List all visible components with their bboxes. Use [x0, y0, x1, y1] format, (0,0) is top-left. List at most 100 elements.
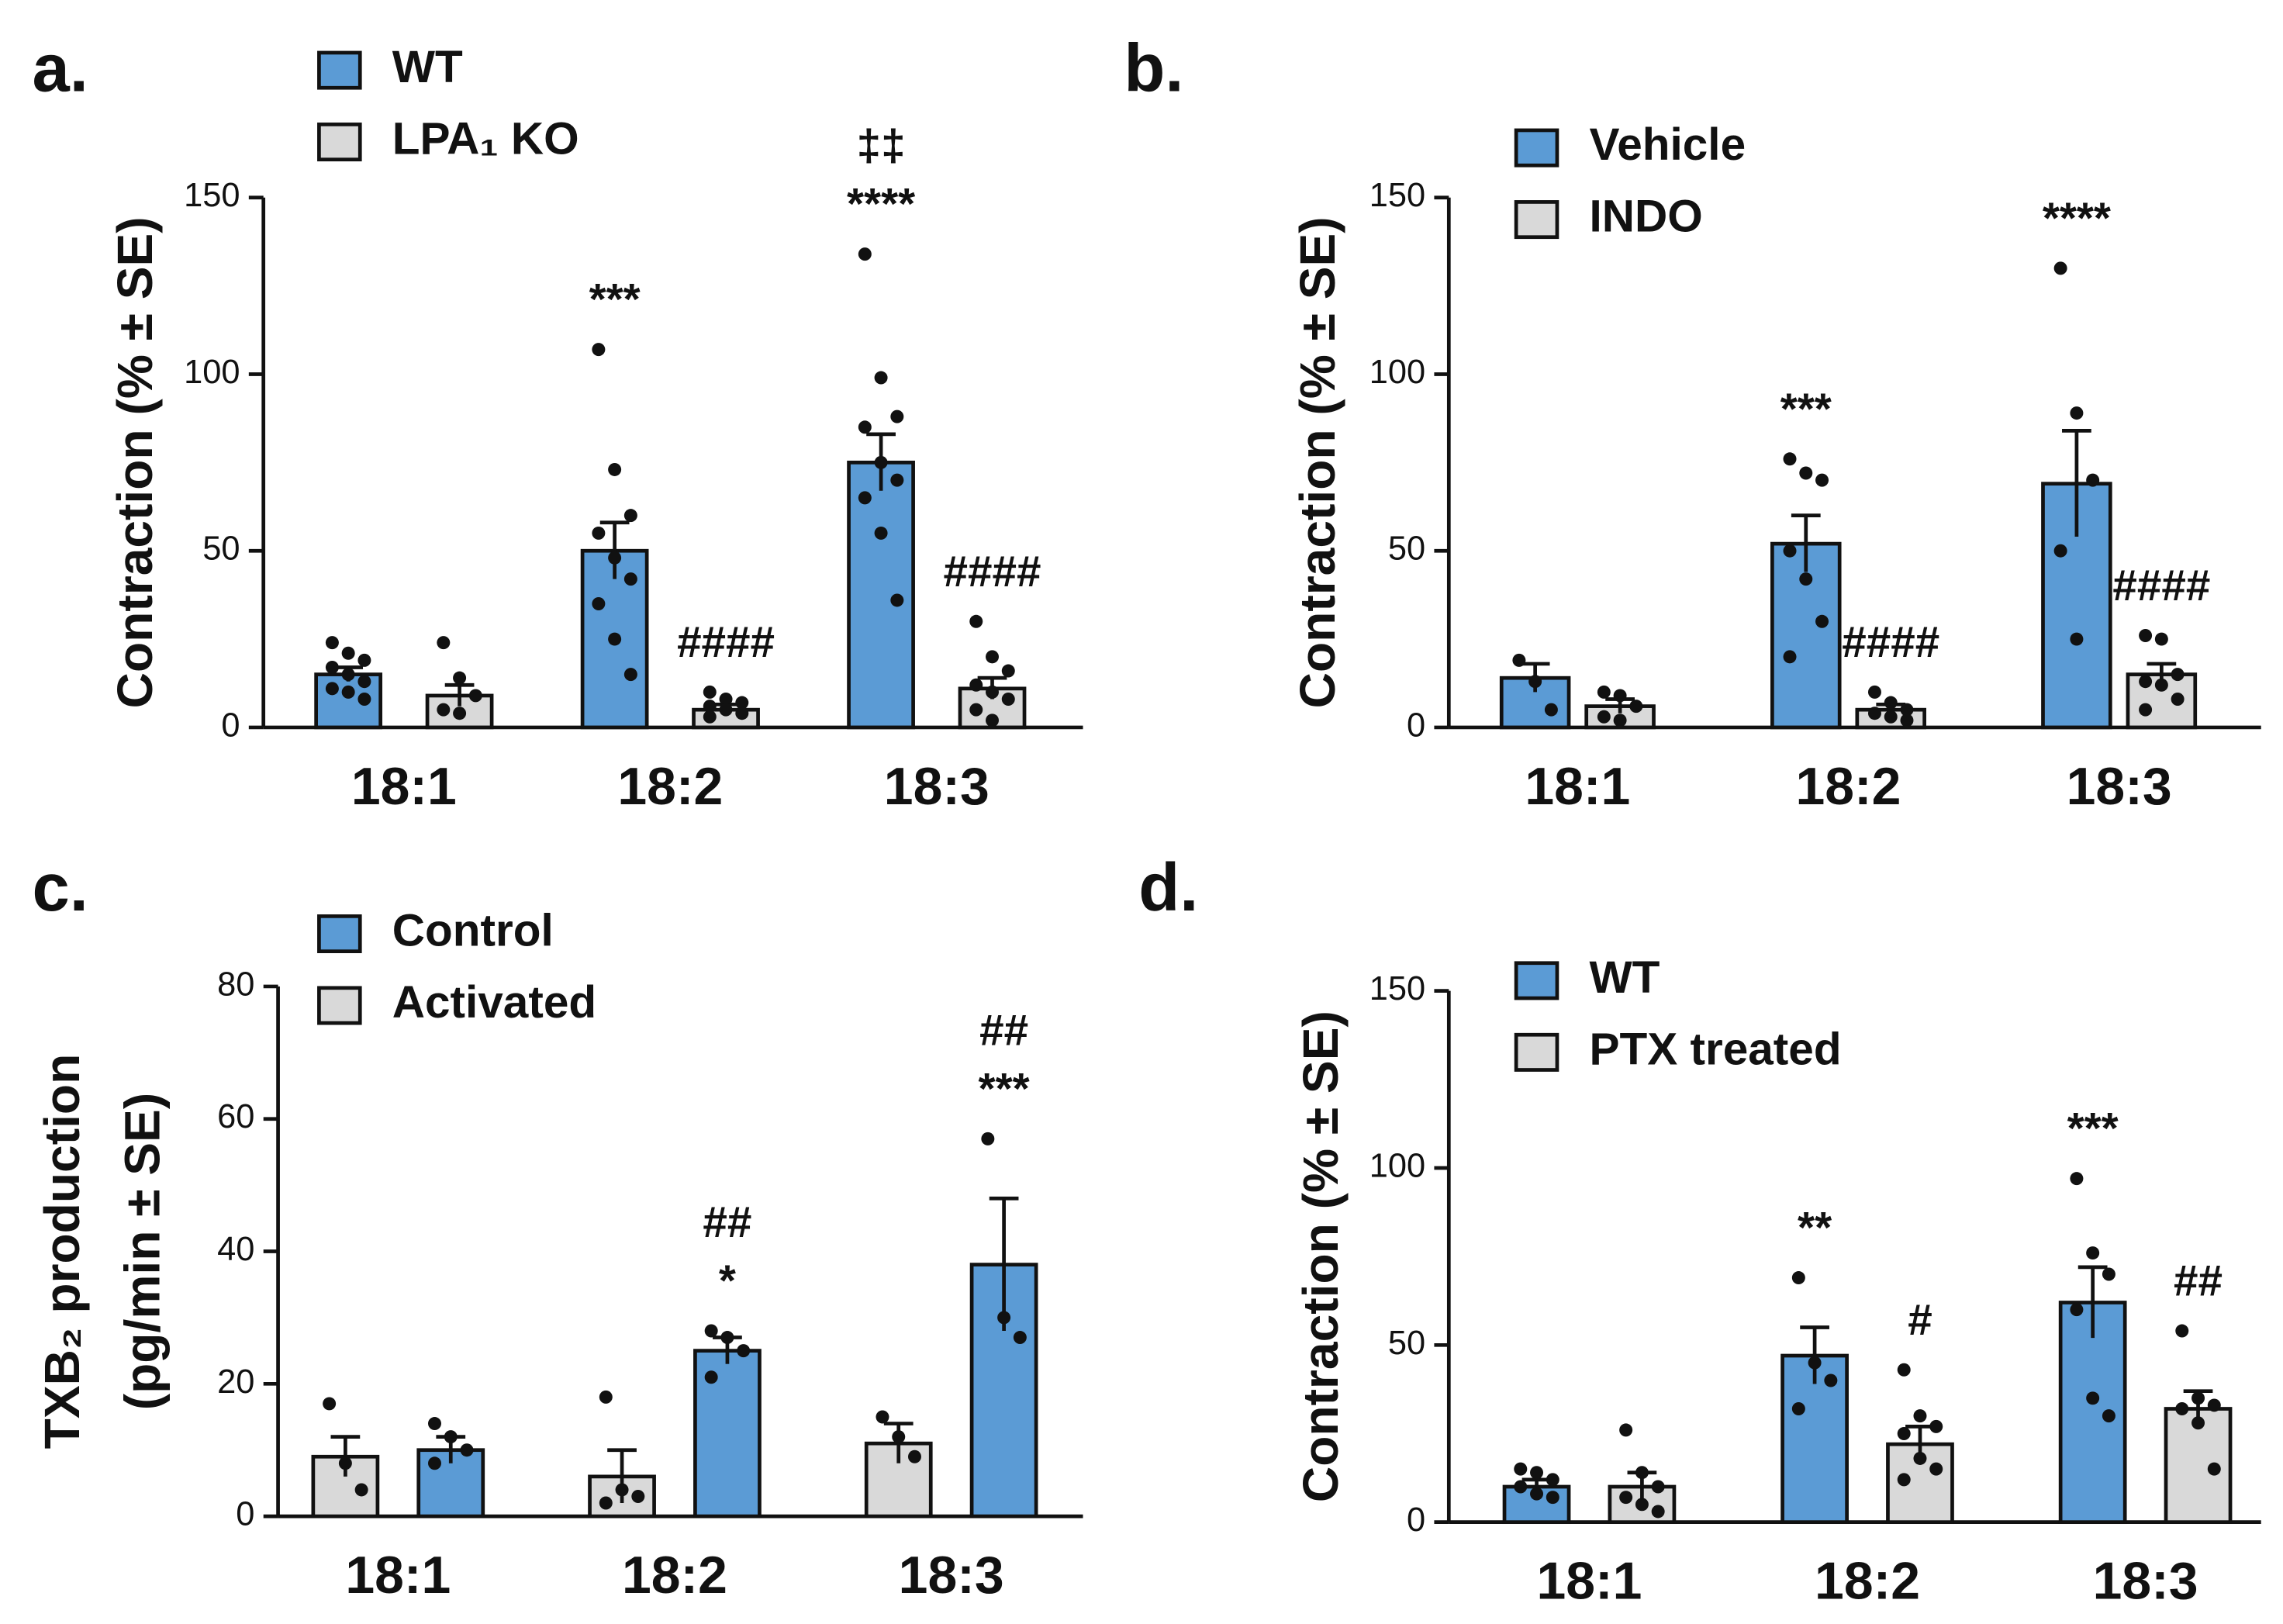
data-point [592, 343, 606, 357]
x-tick-label: 18:3 [2067, 758, 2172, 816]
significance-label: ## [979, 1005, 1028, 1054]
data-point [2171, 692, 2185, 706]
y-tick-label: 20 [217, 1363, 254, 1401]
data-point [703, 700, 717, 714]
data-point [1001, 692, 1015, 706]
data-point [341, 668, 355, 682]
data-point [1799, 572, 1813, 586]
data-point [737, 1344, 751, 1358]
data-point [2053, 544, 2067, 558]
data-point [969, 678, 983, 692]
data-point [1783, 650, 1797, 664]
data-point [437, 636, 451, 650]
data-point [1791, 1271, 1805, 1285]
data-point [858, 247, 872, 261]
y-tick-label: 0 [236, 1496, 254, 1533]
x-tick-label: 18:3 [899, 1546, 1004, 1605]
data-point [892, 1430, 906, 1444]
panel-label: d. [1138, 850, 1198, 925]
data-point [2086, 473, 2100, 487]
data-point [1929, 1462, 1943, 1476]
x-tick-label: 18:3 [884, 758, 990, 816]
data-point [615, 1483, 629, 1497]
significance-label: **** [2043, 193, 2111, 242]
panel-label: a. [33, 30, 88, 105]
x-tick-label: 18:2 [1796, 758, 1901, 816]
x-tick-label: 18:2 [622, 1546, 727, 1605]
y-tick-label: 60 [217, 1098, 254, 1135]
y-tick-label: 50 [202, 530, 240, 568]
data-point [1783, 452, 1797, 466]
data-point [1808, 1356, 1822, 1370]
y-axis-label: Contraction (% ± SE) [1290, 216, 1345, 708]
data-point [874, 455, 888, 469]
data-point [1001, 664, 1015, 678]
data-point [341, 646, 355, 660]
bar [847, 460, 915, 730]
data-point [1913, 1409, 1927, 1423]
data-point [1884, 710, 1898, 724]
significance-label: **** [847, 179, 915, 228]
data-point [2154, 632, 2168, 646]
data-point [1867, 685, 1881, 699]
data-point [357, 692, 371, 706]
x-tick-label: 18:2 [1815, 1553, 1920, 1611]
data-point [608, 462, 622, 476]
data-point [1544, 703, 1558, 717]
bar [1502, 1484, 1571, 1525]
data-point [325, 661, 339, 674]
data-point [453, 671, 467, 685]
y-tick-label: 0 [1407, 707, 1425, 744]
data-point [623, 572, 637, 586]
data-point [357, 653, 371, 667]
data-point [1651, 1480, 1665, 1494]
panel-label: c. [33, 850, 88, 925]
data-point [608, 551, 622, 565]
data-point [354, 1483, 368, 1497]
legend-label: Control [392, 905, 554, 955]
data-point [325, 636, 339, 650]
data-point [1867, 707, 1881, 720]
data-point [981, 1132, 995, 1145]
data-point [2207, 1462, 2221, 1476]
data-point [2191, 1391, 2205, 1405]
legend-swatch [1514, 1032, 1559, 1072]
data-point [631, 1489, 645, 1503]
legend-swatch [317, 914, 362, 954]
data-point [1512, 653, 1526, 667]
data-point [986, 714, 1000, 727]
data-point [428, 1456, 441, 1470]
data-point [1635, 1498, 1649, 1512]
data-point [874, 526, 888, 540]
data-point [460, 1443, 474, 1457]
data-point [890, 409, 904, 423]
data-point [599, 1390, 613, 1404]
data-point [1824, 1373, 1838, 1387]
legend-label: WT [392, 42, 463, 92]
data-point [1546, 1473, 1559, 1487]
significance-label: *** [979, 1064, 1030, 1113]
x-tick-label: 18:3 [2093, 1553, 2198, 1611]
y-tick-label: 0 [221, 707, 240, 744]
data-point [623, 668, 637, 682]
data-point [735, 696, 749, 710]
y-tick-label: 80 [217, 966, 254, 1003]
data-point [2086, 1391, 2100, 1405]
data-point [1013, 1331, 1027, 1345]
y-axis-label: (pg/min ± SE) [115, 1093, 171, 1410]
data-point [468, 689, 482, 703]
data-point [719, 703, 733, 717]
data-point [592, 597, 606, 611]
data-point [1791, 1402, 1805, 1416]
data-point [1783, 544, 1797, 558]
y-tick-label: 150 [1369, 970, 1425, 1007]
data-point [2139, 675, 2153, 689]
panel-label: b. [1124, 30, 1183, 105]
y-axis-label: Contraction (% ± SE) [107, 216, 163, 708]
significance-label: ## [703, 1197, 751, 1246]
data-point [2102, 1267, 2115, 1281]
x-tick-label: 18:2 [617, 758, 723, 816]
data-point [2191, 1416, 2205, 1430]
data-point [986, 685, 1000, 699]
